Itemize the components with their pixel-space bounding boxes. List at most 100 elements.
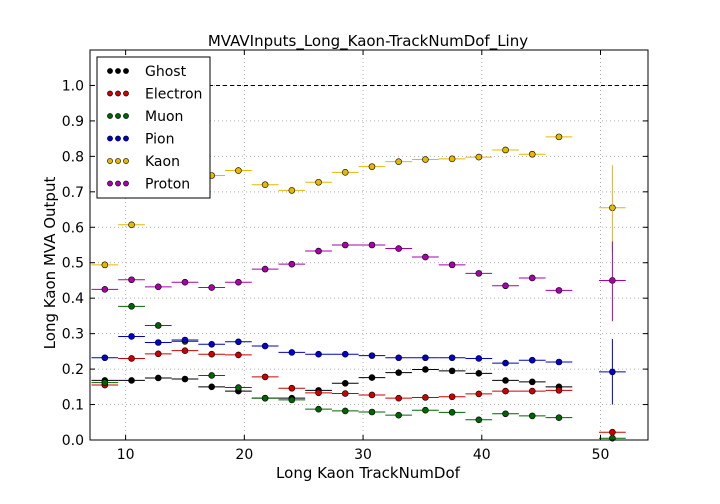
- data-point: [288, 396, 296, 404]
- data-point: [448, 354, 456, 362]
- data-point: [448, 155, 456, 163]
- data-point: [502, 282, 509, 290]
- chart-title: MVAVInputs_Long_Kaon-TrackNumDof_Liny: [208, 32, 528, 51]
- data-point: [368, 408, 376, 416]
- legend-label: Electron: [145, 87, 202, 103]
- legend-label: Proton: [145, 177, 190, 193]
- y-tick-label: 0.5: [62, 256, 84, 272]
- data-point: [528, 378, 536, 386]
- x-tick-label: 40: [473, 447, 491, 463]
- data-point: [128, 355, 135, 362]
- plot-area: [90, 84, 648, 442]
- data-point: [341, 241, 349, 249]
- data-point: [475, 153, 483, 161]
- axis-ticks: 0.0 0.1 0.2 0.3 0.4 0.5 0.6 0.7 0.8 0.9 1.0 10 20 30 4…: [62, 50, 648, 463]
- data-point: [528, 274, 536, 282]
- x-tick-label: 20: [235, 447, 253, 463]
- legend-marker: [123, 90, 129, 97]
- data-point: [235, 384, 242, 391]
- data-point: [261, 342, 269, 350]
- data-point: [448, 367, 456, 375]
- data-point: [288, 384, 296, 392]
- series-ghost: [91, 366, 573, 402]
- data-point: [208, 383, 215, 391]
- data-point: [555, 387, 563, 394]
- data-point: [154, 339, 162, 346]
- data-point: [502, 359, 509, 367]
- legend-marker: [115, 158, 121, 164]
- data-point: [422, 253, 429, 261]
- data-point: [101, 379, 109, 386]
- series-kaon: [91, 133, 626, 269]
- data-point: [528, 356, 536, 364]
- data-point: [502, 146, 509, 154]
- y-tick-label: 0.4: [62, 291, 84, 307]
- data-point: [502, 377, 509, 384]
- y-tick-label: 0.3: [62, 327, 84, 343]
- data-point: [288, 260, 296, 268]
- x-tick-label: 10: [117, 447, 135, 463]
- data-point: [475, 370, 483, 377]
- data-point: [395, 354, 402, 362]
- data-point: [422, 406, 429, 414]
- data-point: [315, 247, 322, 255]
- data-point: [395, 245, 402, 252]
- x-tick-label: 30: [354, 447, 372, 463]
- data-point: [154, 350, 162, 358]
- legend-marker: [115, 180, 121, 187]
- data-point: [315, 405, 322, 413]
- legend-marker: [123, 180, 129, 187]
- data-point: [128, 333, 135, 340]
- legend-marker: [107, 158, 113, 164]
- legend-box: [96, 56, 211, 199]
- data-point: [208, 372, 215, 379]
- data-point: [235, 338, 242, 346]
- data-point: [181, 347, 189, 354]
- data-point: [448, 261, 456, 269]
- x-axis-label: Long Kaon TrackNumDof: [276, 464, 461, 482]
- data-point: [128, 377, 135, 384]
- legend-label: Pion: [145, 132, 174, 148]
- data-point: [261, 394, 269, 402]
- data-point: [288, 349, 296, 356]
- plot-frame: [89, 49, 649, 441]
- series-proton: [91, 241, 626, 294]
- data-point: [208, 350, 215, 358]
- data-point: [101, 354, 109, 362]
- legend-marker: [123, 135, 129, 142]
- data-point: [475, 270, 483, 277]
- legend-marker: [107, 180, 113, 187]
- y-tick-label: 0.7: [62, 185, 84, 201]
- data-point: [555, 414, 563, 421]
- data-point: [555, 287, 563, 294]
- data-point: [208, 340, 215, 348]
- data-point: [555, 133, 563, 141]
- data-point: [422, 366, 429, 373]
- data-point: [422, 156, 429, 163]
- data-point: [235, 167, 242, 174]
- y-axis-label: Long Kaon MVA Output: [41, 177, 59, 350]
- data-point: [315, 178, 322, 186]
- data-point: [502, 410, 509, 418]
- data-point: [261, 265, 269, 273]
- data-point: [261, 181, 269, 189]
- legend-marker: [107, 113, 113, 119]
- series-muon: [91, 303, 626, 442]
- data-point: [368, 391, 376, 399]
- data-point: [101, 286, 109, 293]
- y-tick-label: 0.6: [62, 220, 84, 236]
- data-point: [368, 374, 376, 381]
- data-point: [154, 374, 162, 382]
- data-point: [181, 336, 189, 344]
- data-point: [128, 276, 135, 284]
- data-point: [181, 278, 189, 286]
- data-point: [502, 387, 509, 395]
- y-tick-label: 0.1: [62, 398, 84, 414]
- legend-marker: [115, 113, 121, 119]
- data-point: [395, 411, 402, 419]
- data-point: [235, 351, 242, 359]
- legend-marker: [115, 135, 121, 142]
- legend: Ghost Electron Muon Pion Kaon Proton: [96, 56, 211, 199]
- legend-marker: [107, 135, 113, 142]
